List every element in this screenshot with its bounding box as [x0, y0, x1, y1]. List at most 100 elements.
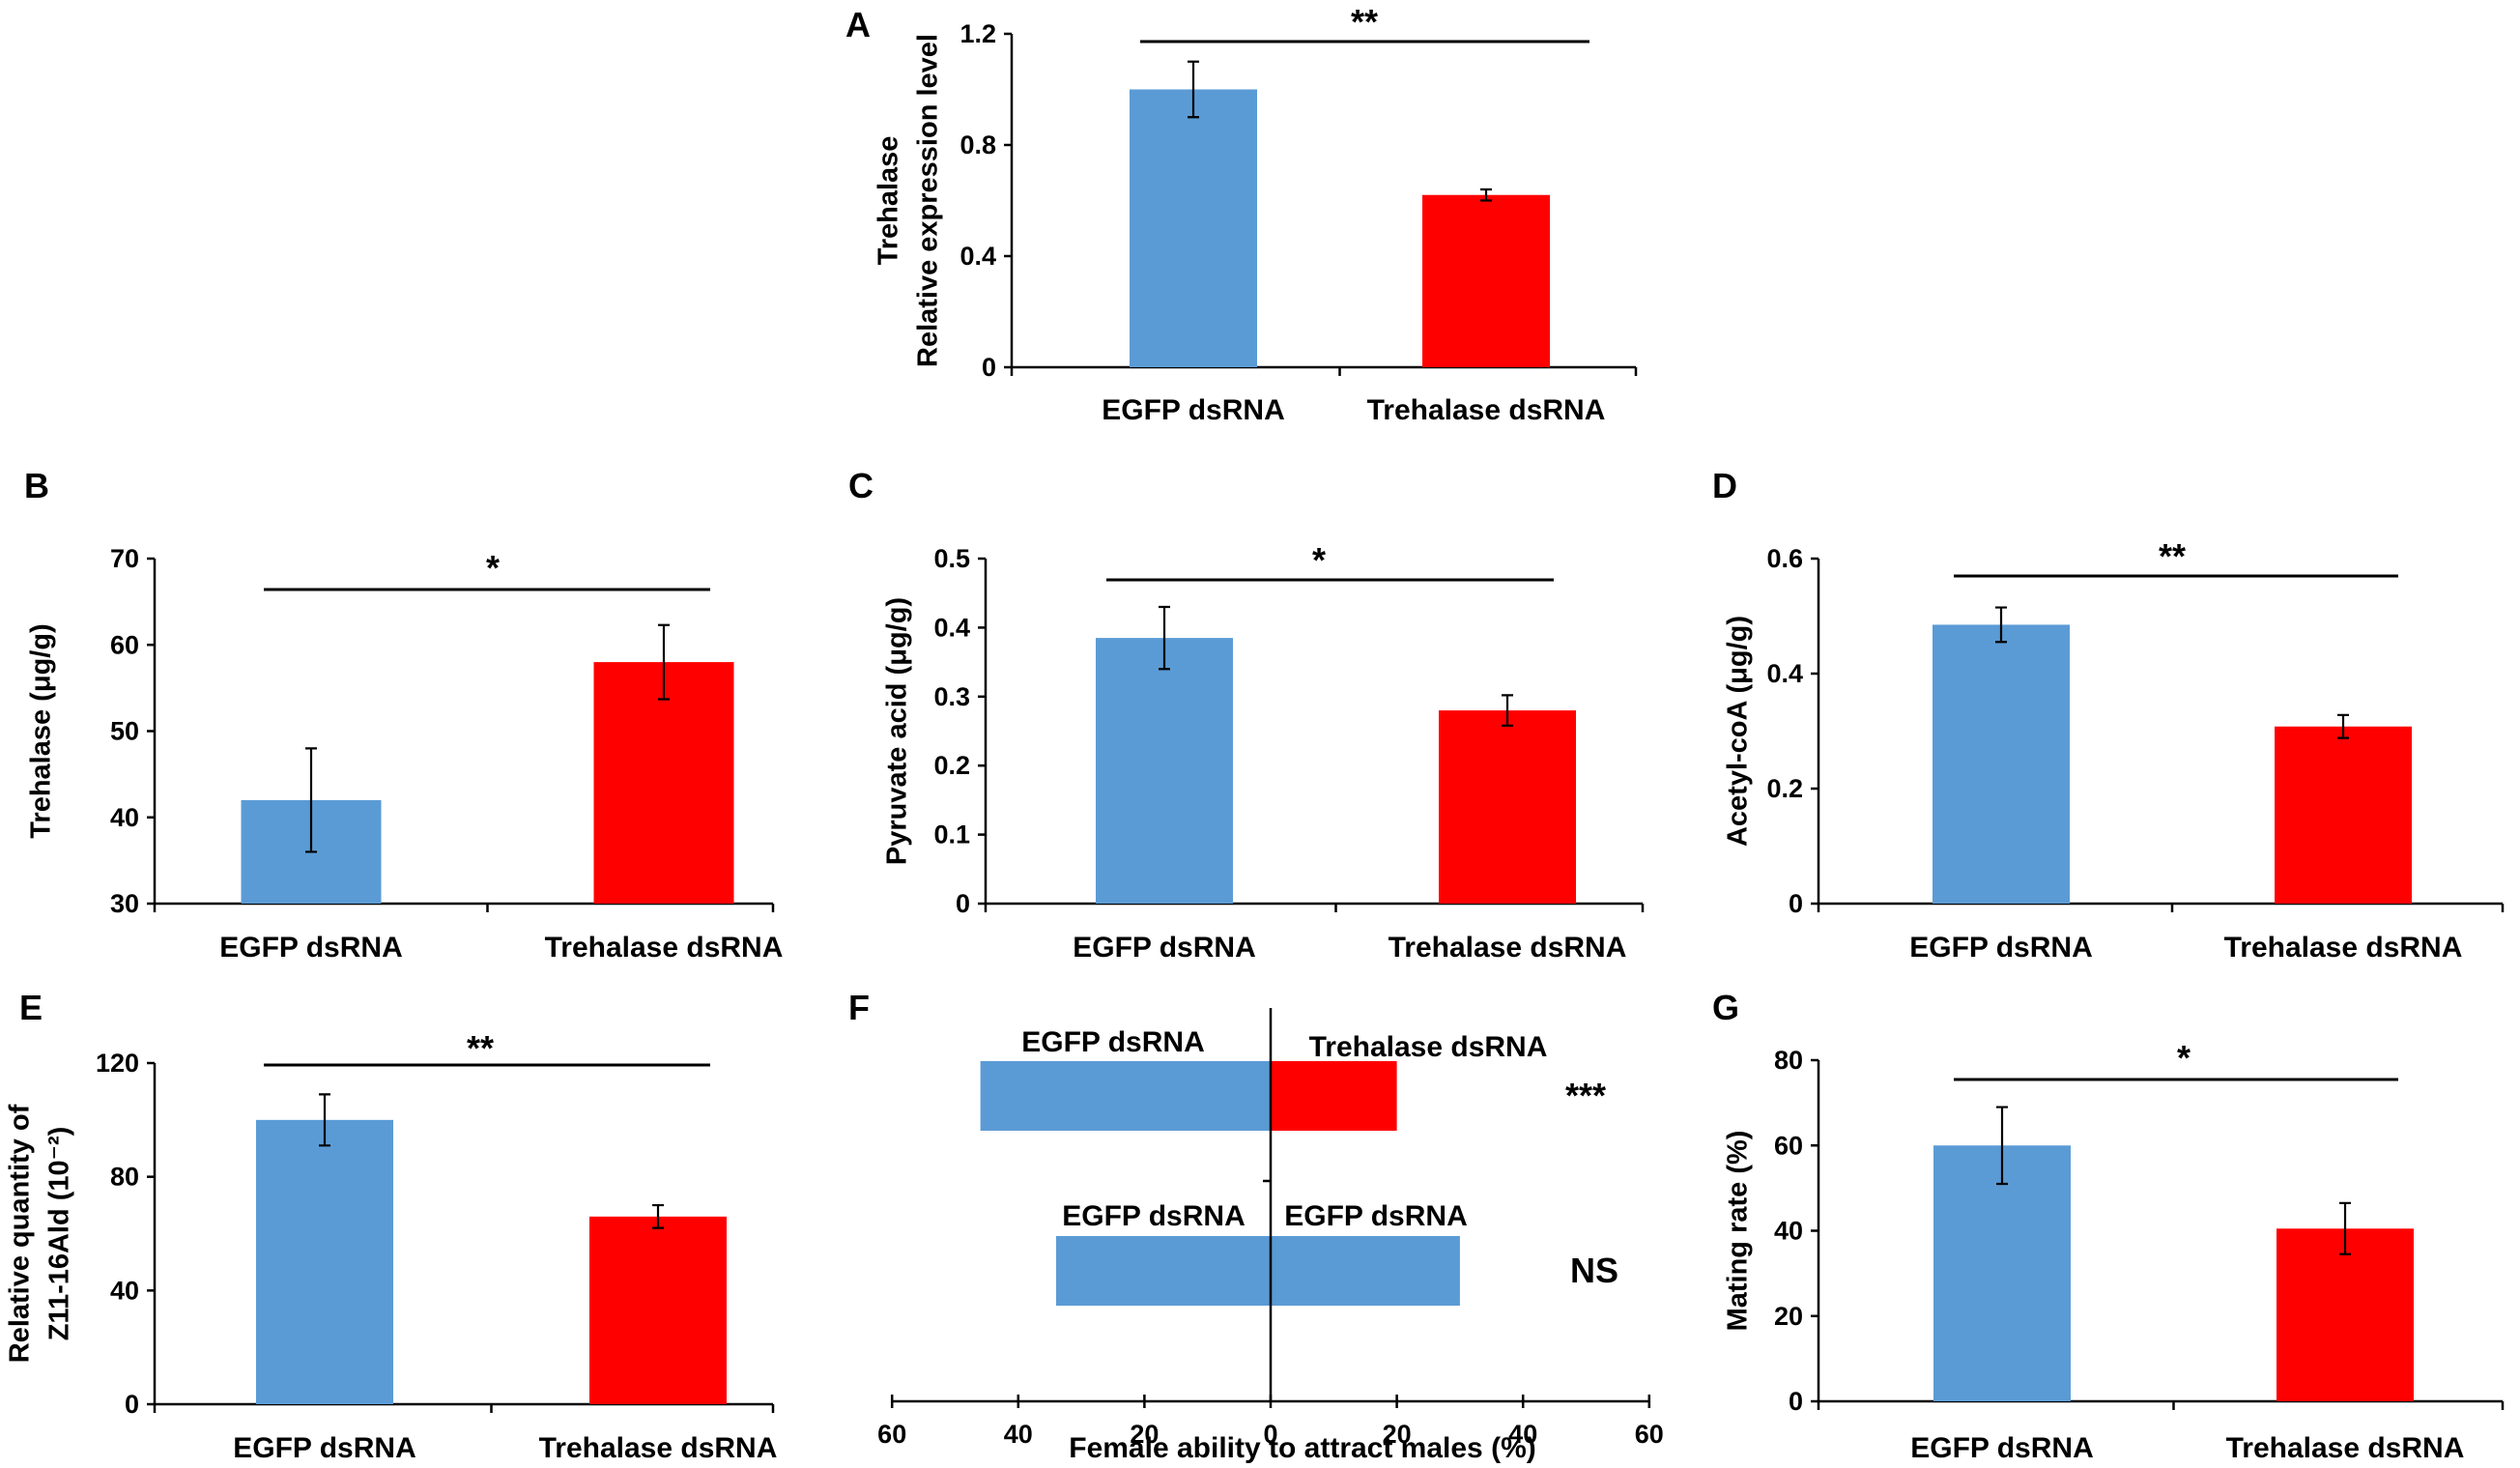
y-tick-label: 0: [1789, 889, 1803, 918]
category-label: EGFP dsRNA: [1909, 932, 2092, 964]
significance-marker: *: [486, 548, 500, 588]
category-label: Trehalase dsRNA: [2226, 1432, 2465, 1464]
panel-label: E: [19, 988, 43, 1027]
error-bar: [1188, 60, 1199, 119]
panel-label: C: [848, 466, 873, 505]
y-axis-label: Pyruvate acid (μg/g): [882, 597, 913, 865]
bar-egfp: [1933, 1145, 2071, 1401]
y-tick-label: 0.4: [959, 242, 996, 271]
category-label: Trehalase dsRNA: [1367, 394, 1606, 426]
x-axis-label: Female ability to attract males (%): [1069, 1432, 1536, 1464]
significance-marker: **: [1351, 2, 1378, 42]
y-tick-label: 70: [110, 544, 139, 573]
bar-egfp: [1130, 89, 1257, 367]
x-tick-label: 60: [1635, 1420, 1664, 1449]
category-label: EGFP dsRNA: [1910, 1432, 2093, 1464]
x-tick-label: 20: [1130, 1420, 1159, 1449]
y-tick-label: 80: [110, 1163, 139, 1192]
y-tick-label: 0.3: [933, 682, 970, 711]
y-tick-label: 40: [1774, 1217, 1803, 1246]
error-bar: [305, 747, 317, 853]
y-axis-label: Relative expression level: [913, 34, 944, 367]
y-tick-label: 1.2: [959, 19, 996, 48]
panel-f: F 60 40 20 0 20 40 60 Female ability to attract …: [848, 988, 1664, 1464]
significance-marker: ***: [1565, 1076, 1606, 1115]
panel-b: B 30 40 50 60 70 EGFP dsRNA Trehalase dsRNA Treh…: [24, 466, 783, 964]
y-tick-label: 60: [110, 630, 139, 659]
bar-trehalase: [593, 662, 734, 904]
error-bar: [319, 1093, 330, 1147]
bar-trehalase: [589, 1216, 727, 1404]
bar-trehalase: [1422, 194, 1550, 367]
x-tick-label: 0: [1263, 1420, 1277, 1449]
panel-g: G 0 20 40 60 80 EGFP dsRNA Trehalase dsRNA Matin…: [1712, 988, 2505, 1464]
bar-left-egfp: [980, 1061, 1271, 1131]
y-tick-label: 50: [110, 717, 139, 746]
y-tick-label: 0.4: [933, 613, 970, 642]
y-tick-label: 20: [1774, 1302, 1803, 1331]
bar-trehalase: [2275, 726, 2412, 904]
x-tick-label: 60: [877, 1420, 906, 1449]
left-bar-label: EGFP dsRNA: [1062, 1200, 1245, 1232]
error-bar: [1996, 1106, 2008, 1186]
y-tick-label: 0.2: [933, 751, 970, 780]
y-axis-label: Relative quantity of: [5, 1104, 36, 1363]
y-tick-label: 0.6: [1766, 544, 1803, 573]
y-tick-label: 0.5: [933, 544, 970, 573]
significance-marker: *: [2177, 1038, 2191, 1078]
error-bar: [1480, 187, 1492, 202]
error-bar: [1995, 606, 2007, 644]
significance-marker: **: [2159, 536, 2186, 576]
category-label: Trehalase dsRNA: [1389, 932, 1627, 964]
significance-marker: NS: [1570, 1251, 1618, 1290]
panel-c: C 0 0.1 0.2 0.3 0.4 0.5 EGFP dsRNA Trehalase dsR…: [848, 466, 1645, 964]
category-label: EGFP dsRNA: [219, 932, 402, 964]
panel-label: F: [848, 988, 870, 1027]
y-tick-label: 120: [96, 1049, 139, 1078]
right-bar-label: EGFP dsRNA: [1284, 1200, 1467, 1232]
y-tick-label: 0: [956, 889, 970, 918]
error-bar: [2337, 713, 2349, 739]
bar-right-trehalase: [1271, 1061, 1397, 1131]
y-tick-label: 0.4: [1766, 659, 1803, 688]
panel-d: D 0 0.2 0.4 0.6 EGFP dsRNA Trehalase dsRNA Acet…: [1712, 466, 2505, 964]
error-bar: [1159, 605, 1170, 671]
significance-marker: **: [467, 1028, 494, 1068]
bar-egfp: [1933, 624, 2070, 904]
y-tick-label: 80: [1774, 1046, 1803, 1075]
error-bar: [1502, 694, 1513, 727]
category-label: Trehalase dsRNA: [539, 1432, 778, 1464]
x-tick-label: 20: [1383, 1420, 1412, 1449]
y-tick-label: 40: [110, 1276, 139, 1305]
bar-egfp: [256, 1119, 393, 1404]
y-axis-label: Z11-16Ald (10⁻²): [44, 1127, 75, 1341]
right-bar-label: Trehalase dsRNA: [1309, 1031, 1548, 1063]
y-axis-label: Trehalase (μg/g): [26, 623, 57, 838]
y-tick-label: 0: [1789, 1387, 1803, 1416]
category-label: EGFP dsRNA: [1073, 932, 1255, 964]
bar-trehalase: [2277, 1228, 2414, 1401]
category-label: EGFP dsRNA: [1102, 394, 1284, 426]
bar-egfp: [1096, 638, 1233, 904]
y-axis-label: Acetyl-coA (μg/g): [1723, 616, 1754, 847]
panel-label: G: [1712, 988, 1739, 1027]
y-tick-label: 40: [110, 803, 139, 832]
category-label: EGFP dsRNA: [233, 1432, 415, 1464]
y-tick-label: 0.8: [959, 130, 996, 159]
bar-left-egfp: [1055, 1236, 1271, 1306]
bar-right-egfp: [1271, 1236, 1460, 1306]
y-tick-label: 60: [1774, 1131, 1803, 1160]
category-label: Trehalase dsRNA: [2224, 932, 2463, 964]
y-axis-label: Trehalase: [873, 136, 904, 266]
category-label: Trehalase dsRNA: [545, 932, 784, 964]
y-axis-label: Mating rate (%): [1723, 1131, 1754, 1332]
panel-e: E 0 40 80 120 EGFP dsRNA Trehalase dsRNA Relati…: [5, 988, 778, 1464]
y-tick-label: 0: [125, 1390, 139, 1419]
y-tick-label: 0: [982, 353, 996, 382]
y-tick-label: 0.2: [1766, 774, 1803, 803]
error-bar: [658, 623, 670, 701]
x-tick-label: 40: [1004, 1420, 1033, 1449]
bar-trehalase: [1439, 710, 1576, 904]
y-tick-label: 30: [110, 889, 139, 918]
